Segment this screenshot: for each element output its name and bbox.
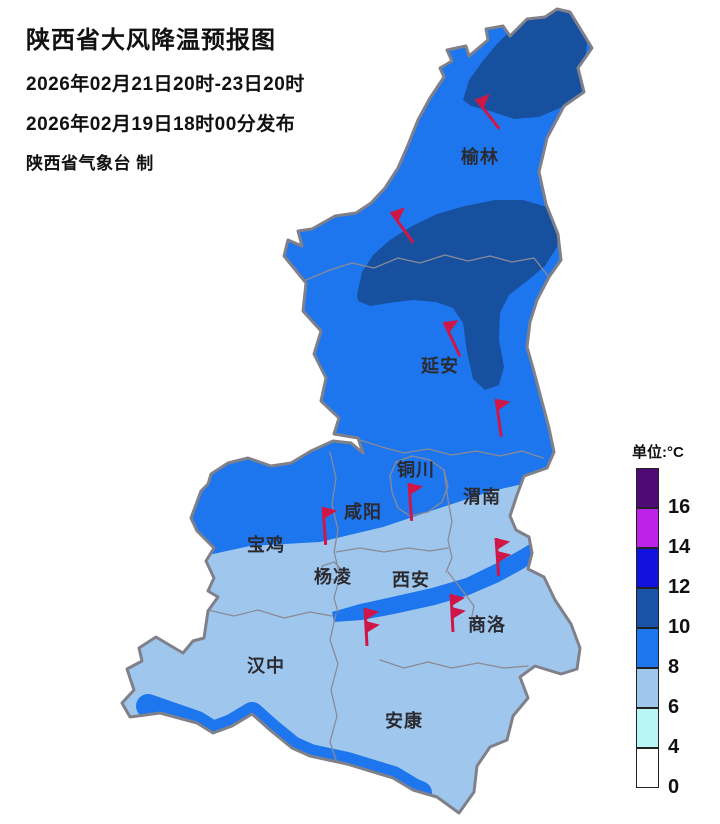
border-ankang-shangluo xyxy=(379,659,529,669)
city-label-铜川: 铜川 xyxy=(397,459,435,480)
border-xian-shangluo xyxy=(447,571,475,627)
legend-swatch xyxy=(636,468,659,508)
city-label-安康: 安康 xyxy=(385,710,423,731)
valid-period-text: 2026年02月21日20时-23日20时 xyxy=(26,74,305,95)
legend-row: 14 xyxy=(630,508,720,558)
legend-swatch xyxy=(636,628,659,668)
legend-row: 0 xyxy=(630,748,720,798)
legend-row: 6 xyxy=(630,668,720,718)
legend-label: 4 xyxy=(668,736,680,758)
border-yangling xyxy=(321,561,343,581)
city-label-西安: 西安 xyxy=(392,569,430,590)
wind-barb-icon xyxy=(389,207,415,244)
legend-label: 16 xyxy=(668,496,691,518)
wind-barb-icon xyxy=(407,482,424,522)
city-label-咸阳: 咸阳 xyxy=(344,502,382,522)
wind-barb-icon xyxy=(494,398,511,437)
city-label-杨凌: 杨凌 xyxy=(314,566,352,587)
legend-swatch xyxy=(636,668,659,708)
border-baoji-xianyang xyxy=(329,451,341,613)
legend-label: 14 xyxy=(668,536,691,558)
border-hanzhong-ankang xyxy=(329,613,339,761)
legend-row: 10 xyxy=(630,588,720,638)
border-yulin-yanan xyxy=(305,254,549,281)
legend-label: 10 xyxy=(668,616,691,638)
legend-row: 8 xyxy=(630,628,720,678)
city-label-汉中: 汉中 xyxy=(247,655,285,676)
province-outline xyxy=(120,7,594,815)
legend-swatch xyxy=(636,708,659,748)
legend-label: 0 xyxy=(668,776,680,798)
wind-barb-icon xyxy=(449,593,466,633)
zone-qinling-band-8-10 xyxy=(332,538,544,622)
legend-color-bar: 16 14 12 10 8 6 4 0 xyxy=(630,468,720,798)
legend-label: 8 xyxy=(668,656,680,678)
legend-row: 16 xyxy=(630,468,720,518)
zone-yulin-10-12 xyxy=(463,10,590,119)
page-title: 陕西省大风降温预报图 xyxy=(26,27,276,54)
legend-row: 4 xyxy=(630,708,720,758)
border-weinan-xian xyxy=(443,469,453,573)
wind-barb-icon xyxy=(474,93,501,130)
wind-barb-icon xyxy=(363,607,380,647)
city-label-商洛: 商洛 xyxy=(468,614,506,635)
header: 陕西省大风降温预报图 2026年02月21日20时-23日20时 2026年02… xyxy=(26,20,305,187)
temperature-legend: 单位:°C 16 14 12 10 8 6 4 0 xyxy=(630,441,720,798)
wind-barb-icon xyxy=(321,506,338,546)
wind-barb-icon xyxy=(442,320,462,358)
border-tongchuan xyxy=(389,455,449,517)
legend-swatch xyxy=(636,748,659,788)
city-label-宝鸡: 宝鸡 xyxy=(247,534,285,555)
issue-time-text: 2026年02月19日18时00分发布 xyxy=(26,114,296,135)
legend-row: 12 xyxy=(630,548,720,598)
wind-barb-icon xyxy=(494,537,512,577)
border-yanan-guanzhong xyxy=(359,439,544,459)
legend-label: 6 xyxy=(668,696,680,718)
legend-swatch xyxy=(636,588,659,628)
wind-barbs-layer xyxy=(321,93,512,647)
border-xian-xianyang xyxy=(335,547,449,553)
legend-swatch xyxy=(636,548,659,588)
producer-text: 陕西省气象台 制 xyxy=(26,154,154,173)
border-hanzhong-baoji xyxy=(207,609,333,619)
legend-title: 单位:°C xyxy=(632,444,684,461)
zone-central-10-12 xyxy=(357,200,559,390)
city-label-渭南: 渭南 xyxy=(463,486,501,507)
legend-swatch xyxy=(636,508,659,548)
city-label-延安: 延安 xyxy=(420,355,459,376)
city-label-榆林: 榆林 xyxy=(461,146,499,167)
legend-label: 12 xyxy=(668,576,691,598)
